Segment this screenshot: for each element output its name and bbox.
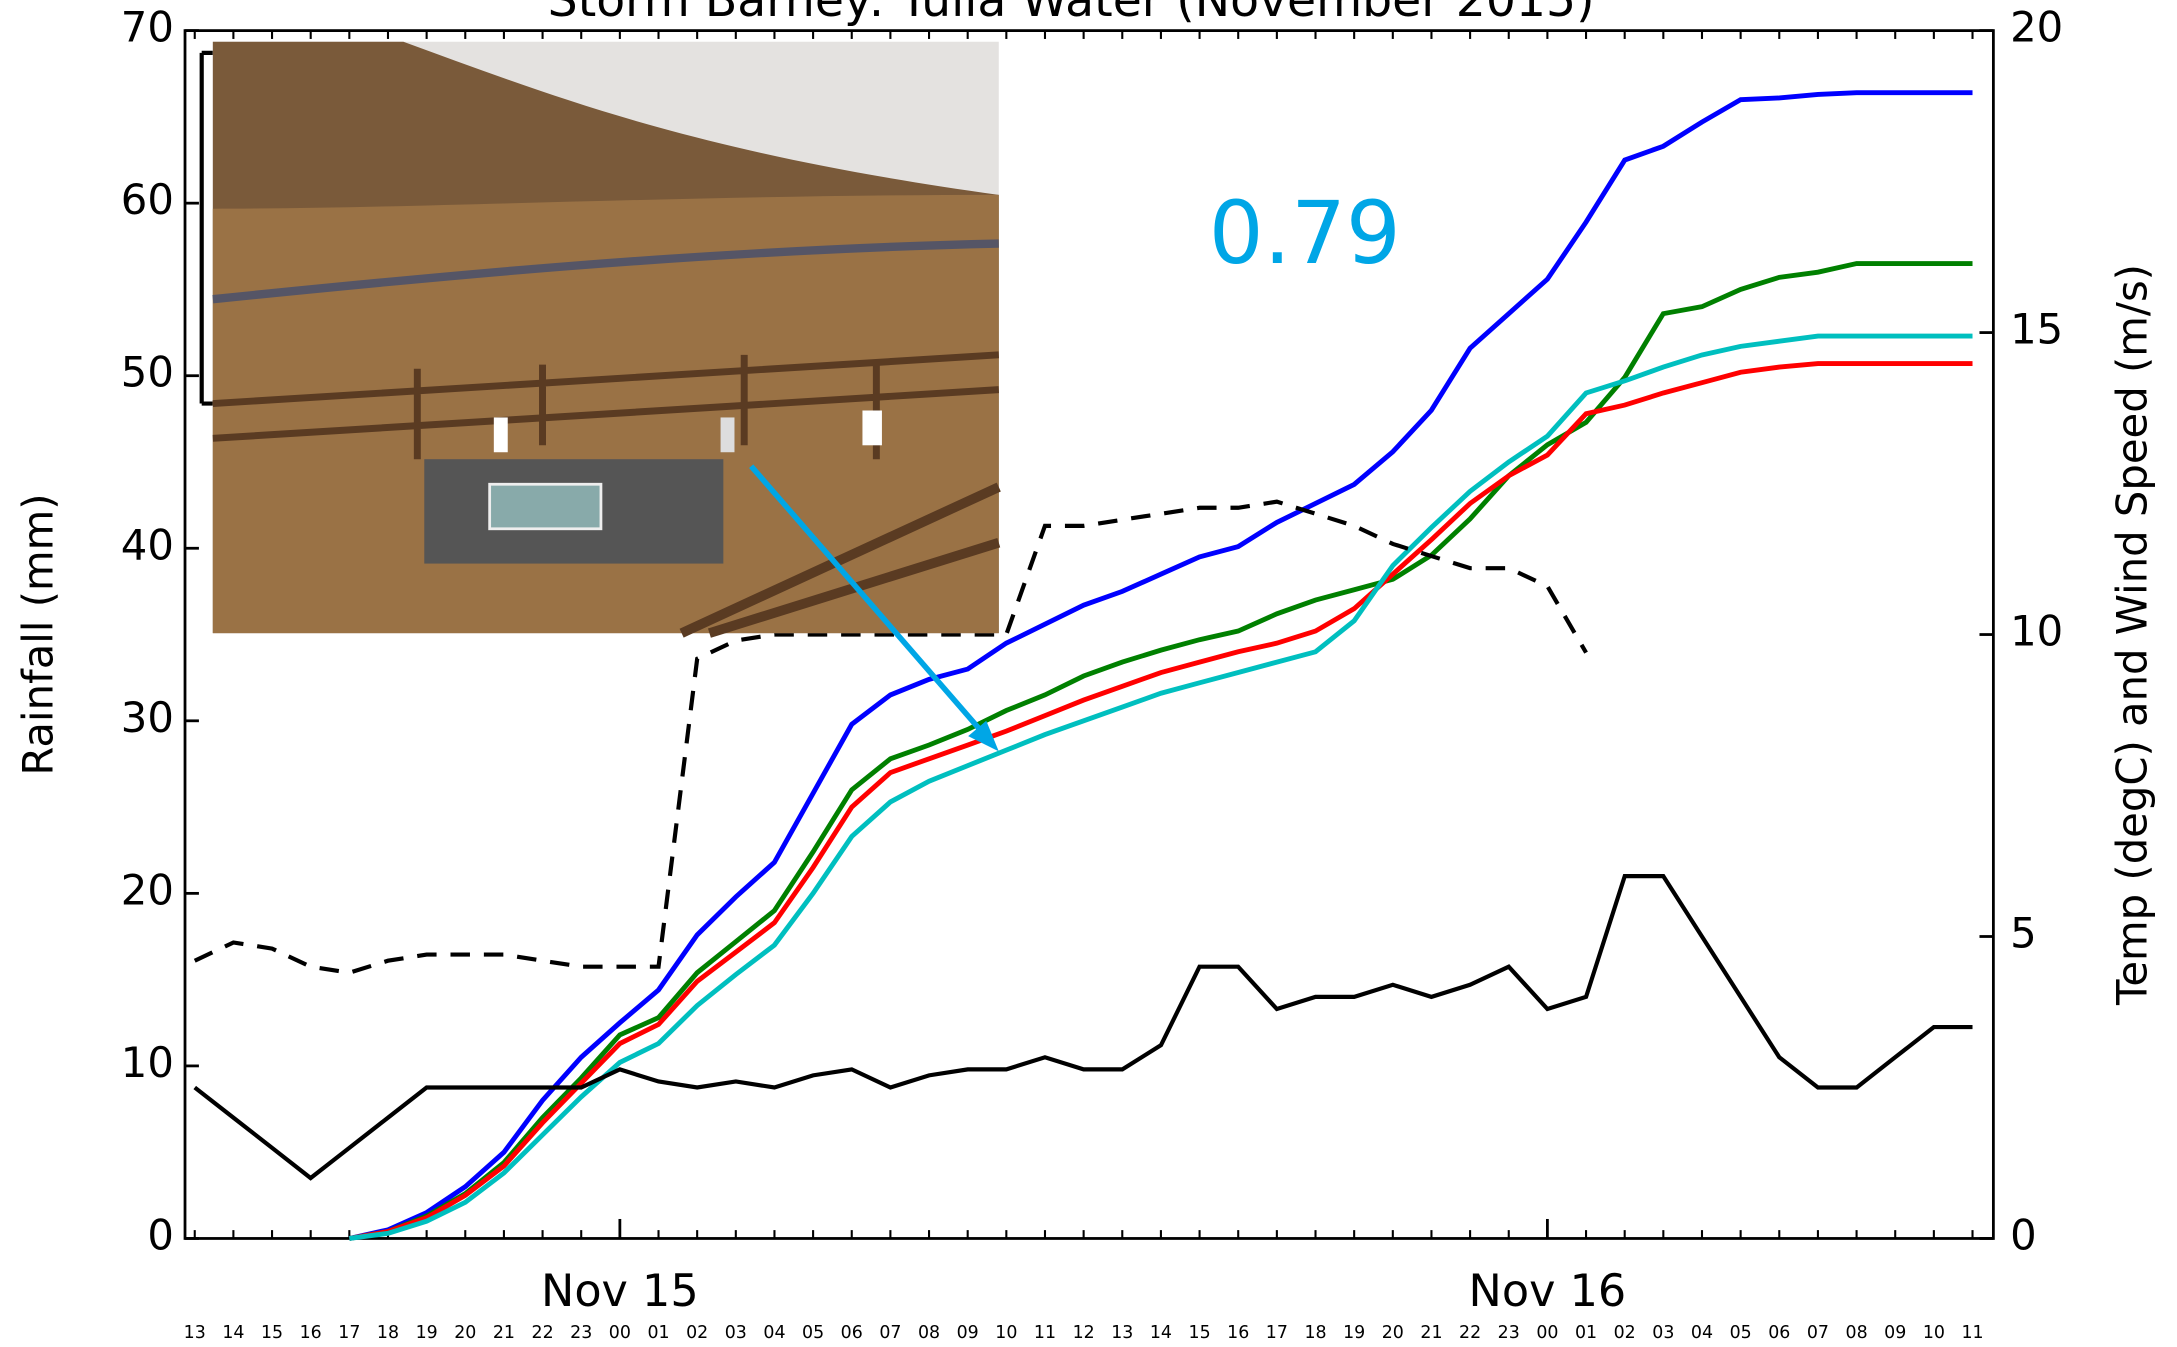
- x-tick-label: 15: [1189, 1323, 1211, 1343]
- y2-tick-label: 5: [2010, 908, 2037, 957]
- rainfall-line: [348, 90, 1973, 1241]
- x-tick-label: 23: [1498, 1323, 1520, 1343]
- x-tick-label: 11: [1961, 1323, 1983, 1343]
- x-tick-label: 14: [1150, 1323, 1172, 1343]
- x-tick-label: 10: [1923, 1323, 1945, 1343]
- x-tick-label: 09: [957, 1323, 979, 1343]
- x-tick-label: 16: [300, 1323, 322, 1343]
- y2-tick-label: 0: [2010, 1210, 2037, 1259]
- chart-title: Storm Barney: Tulla Water (November 2015…: [548, 0, 1595, 28]
- x-tick-label: 19: [1343, 1323, 1365, 1343]
- y-tick-label: 0: [147, 1210, 174, 1259]
- x-tick-label: 20: [454, 1323, 476, 1343]
- x-tick-label: 22: [532, 1323, 554, 1343]
- y2-tick-label: 10: [2010, 607, 2063, 656]
- secondary-line: [193, 874, 1973, 1181]
- y2-tick-label: 20: [2010, 3, 2063, 52]
- x-tick-label: 20: [1382, 1323, 1404, 1343]
- x-tick-label: 07: [879, 1323, 901, 1343]
- y-axis-label: Rainfall (mm): [14, 493, 63, 775]
- x-tick-label: 03: [1652, 1323, 1674, 1343]
- x-tick-label: 12: [1073, 1323, 1095, 1343]
- x-tick-label: 01: [1575, 1323, 1597, 1343]
- x-tick-label: 21: [1420, 1323, 1442, 1343]
- x-tick-label: 02: [1614, 1323, 1636, 1343]
- x-tick-label: 02: [686, 1323, 708, 1343]
- x-tick-label: 00: [1536, 1323, 1558, 1343]
- date-label: Nov 16: [1469, 1266, 1627, 1317]
- x-tick-label: 23: [570, 1323, 592, 1343]
- rainfall-line: [348, 361, 1973, 1241]
- x-tick-label: 06: [1768, 1323, 1790, 1343]
- x-tick-label: 08: [1846, 1323, 1868, 1343]
- x-tick-label: 09: [1884, 1323, 1906, 1343]
- x-tick-label: 17: [1266, 1323, 1288, 1343]
- x-tick-label: 18: [1304, 1323, 1326, 1343]
- arrow-head: [968, 720, 999, 752]
- x-tick-label: 04: [763, 1323, 785, 1343]
- x-tick-label: 11: [1034, 1323, 1056, 1343]
- x-tick-label: 17: [338, 1323, 360, 1343]
- x-tick-label: 05: [802, 1323, 824, 1343]
- x-tick-label: 00: [609, 1323, 631, 1343]
- site-photo: [199, 41, 1001, 638]
- x-tick-label: 04: [1691, 1323, 1713, 1343]
- x-tick-label: 18: [377, 1323, 399, 1343]
- x-tick-label: 03: [725, 1323, 747, 1343]
- x-tick-label: 01: [647, 1323, 669, 1343]
- rainfall-line: [348, 261, 1973, 1241]
- x-tick-label: 19: [416, 1323, 438, 1343]
- y-tick-label: 10: [121, 1038, 174, 1087]
- x-tick-label: 21: [493, 1323, 515, 1343]
- rainfall-line: [348, 333, 1973, 1241]
- x-tick-label: 08: [918, 1323, 940, 1343]
- secondary-line: [193, 499, 1588, 975]
- x-tick-label: 05: [1730, 1323, 1752, 1343]
- y-tick-label: 70: [121, 3, 174, 52]
- x-tick-label: 06: [841, 1323, 863, 1343]
- y2-tick-label: 15: [2010, 305, 2063, 354]
- y-tick-label: 40: [121, 520, 174, 569]
- arrow: [749, 464, 993, 744]
- date-label: Nov 15: [541, 1266, 699, 1317]
- x-tick-label: 13: [184, 1323, 206, 1343]
- y-tick-label: 20: [121, 865, 174, 914]
- y-tick-label: 30: [121, 693, 174, 742]
- x-tick-label: 22: [1459, 1323, 1481, 1343]
- y-tick-label: 60: [121, 175, 174, 224]
- x-tick-label: 15: [261, 1323, 283, 1343]
- x-tick-label: 14: [222, 1323, 244, 1343]
- y2-axis-label: Temp (degC) and Wind Speed (m/s): [2107, 264, 2156, 1006]
- x-tick-label: 13: [1111, 1323, 1133, 1343]
- y-tick-label: 50: [121, 348, 174, 397]
- annotation: 0.79: [1209, 184, 1401, 284]
- x-tick-label: 10: [995, 1323, 1017, 1343]
- x-tick-label: 07: [1807, 1323, 1829, 1343]
- x-tick-label: 16: [1227, 1323, 1249, 1343]
